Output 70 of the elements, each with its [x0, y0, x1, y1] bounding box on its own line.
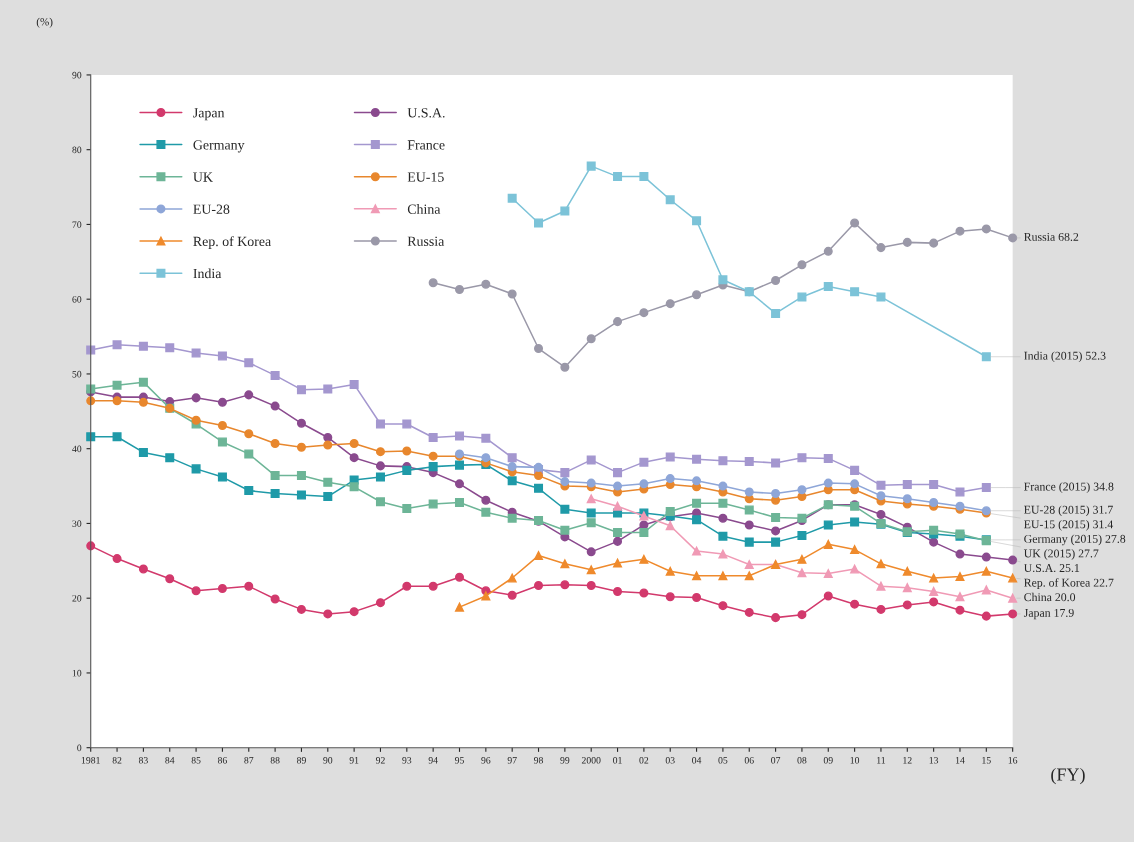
x-tick-label: 85: [191, 757, 201, 764]
legend-label: UK: [193, 172, 213, 182]
y-tick-label: 30: [72, 520, 82, 527]
y-tick-label: 50: [72, 370, 82, 378]
x-tick-label: 1981: [81, 757, 100, 764]
x-tick-label: 12: [903, 757, 912, 764]
x-tick-label: 04: [692, 757, 702, 764]
annotation: India (2015) 52.3: [1024, 351, 1106, 363]
x-tick-label: 93: [402, 757, 412, 764]
x-tick-label: 03: [665, 757, 675, 764]
x-tick-label: 95: [454, 757, 464, 764]
y-tick-label: 20: [72, 595, 82, 602]
legend-label: EU-28: [193, 204, 230, 214]
legend-label: EU-15: [407, 172, 444, 182]
legend-label: U.S.A.: [407, 108, 445, 118]
legend-label: China: [407, 204, 441, 214]
x-tick-label: 14: [955, 757, 965, 764]
x-tick-label: 2000: [581, 757, 601, 764]
x-tick-label: 86: [217, 757, 227, 764]
x-tick-label: 16: [1008, 757, 1018, 764]
x-tick-label: 82: [112, 757, 122, 764]
x-tick-label: 97: [507, 757, 517, 764]
annotation: Germany (2015) 27.8: [1024, 534, 1126, 546]
annotation: U.S.A. 25.1: [1023, 564, 1080, 573]
x-tick-label: 92: [375, 757, 385, 764]
annotation: France (2015) 34.8: [1024, 482, 1114, 493]
x-tick-label: 15: [982, 757, 991, 764]
annotation: UK (2015) 27.7: [1023, 549, 1099, 560]
x-tick-label: 09: [823, 757, 833, 764]
y-tick-label: 80: [72, 146, 82, 154]
annotation: EU-28 (2015) 31.7: [1024, 505, 1113, 517]
x-tick-label: 89: [296, 757, 306, 764]
legend-label: Germany: [193, 140, 245, 153]
legend-label: Japan: [193, 108, 225, 121]
x-tick-label: 83: [138, 757, 148, 764]
x-axis-title: (FY): [1051, 767, 1085, 785]
annotation: Russia 68.2: [1024, 232, 1079, 241]
x-tick-label: 01: [613, 757, 622, 764]
x-tick-label: 06: [744, 757, 754, 764]
y-tick-label: 60: [72, 296, 82, 303]
x-tick-label: 91: [349, 757, 359, 764]
x-tick-label: 88: [270, 757, 280, 764]
annotation: Rep. of Korea 22.7: [1024, 578, 1114, 590]
y-tick-label: 70: [72, 221, 82, 228]
legend-label: France: [407, 140, 445, 150]
legend-label: India: [193, 268, 222, 279]
x-tick-label: 98: [533, 757, 544, 764]
x-tick-label: 11: [877, 757, 886, 764]
x-tick-label: 94: [428, 757, 438, 764]
annotation: Japan 17.9: [1023, 608, 1074, 620]
y-axis-title: (%): [36, 17, 53, 28]
y-tick-label: 0: [77, 744, 82, 752]
annotation: China 20.0: [1024, 592, 1076, 602]
legend-label: Russia: [407, 236, 445, 246]
annotation: EU-15 (2015) 31.4: [1024, 519, 1114, 531]
x-tick-label: 87: [244, 757, 254, 764]
x-tick-label: 13: [929, 757, 939, 764]
x-tick-label: 08: [797, 757, 807, 764]
y-tick-label: 40: [72, 445, 82, 453]
x-tick-label: 90: [323, 757, 333, 764]
y-tick-label: 10: [72, 669, 82, 677]
x-tick-label: 96: [481, 757, 491, 764]
x-tick-label: 07: [771, 757, 781, 764]
y-tick-label: 90: [72, 71, 82, 79]
x-tick-label: 84: [165, 757, 175, 764]
x-tick-label: 99: [560, 757, 570, 764]
x-tick-label: 05: [718, 757, 728, 764]
x-tick-label: 10: [850, 757, 860, 764]
legend-label: Rep. of Korea: [193, 236, 271, 249]
x-tick-label: 02: [639, 757, 649, 764]
